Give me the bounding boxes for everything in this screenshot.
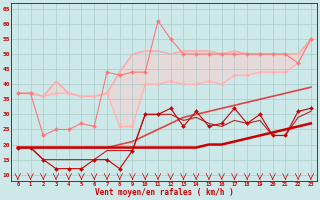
X-axis label: Vent moyen/en rafales ( km/h ): Vent moyen/en rafales ( km/h ) xyxy=(95,188,234,197)
